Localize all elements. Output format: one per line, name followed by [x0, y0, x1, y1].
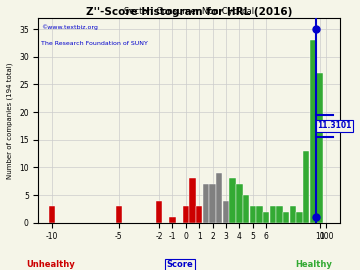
Y-axis label: Number of companies (194 total): Number of companies (194 total)	[7, 62, 13, 179]
Text: ©www.textbiz.org: ©www.textbiz.org	[41, 24, 98, 30]
Bar	[236, 184, 243, 223]
Bar	[216, 173, 222, 223]
Bar	[223, 201, 229, 223]
Text: 11.3101: 11.3101	[317, 122, 351, 130]
Text: The Research Foundation of SUNY: The Research Foundation of SUNY	[41, 40, 148, 46]
Bar	[290, 206, 296, 223]
Bar	[189, 178, 196, 223]
Bar	[196, 206, 202, 223]
Bar	[49, 206, 55, 223]
Title: Z''-Score Histogram for HRL (2016): Z''-Score Histogram for HRL (2016)	[86, 7, 292, 17]
Bar	[310, 40, 316, 223]
Bar	[303, 151, 310, 223]
Bar	[209, 184, 216, 223]
Bar	[316, 73, 323, 223]
Bar	[183, 206, 189, 223]
Bar	[270, 206, 276, 223]
Text: Healthy: Healthy	[295, 260, 332, 269]
Bar	[296, 212, 303, 223]
Text: Sector: Consumer Non-Cyclical: Sector: Consumer Non-Cyclical	[124, 7, 254, 16]
Bar	[256, 206, 263, 223]
Bar	[169, 217, 176, 223]
Bar	[156, 201, 162, 223]
Text: Score: Score	[167, 260, 193, 269]
Bar	[116, 206, 122, 223]
Text: Unhealthy: Unhealthy	[26, 260, 75, 269]
Bar	[263, 212, 269, 223]
Bar	[229, 178, 236, 223]
Bar	[243, 195, 249, 223]
Bar	[249, 206, 256, 223]
Bar	[276, 206, 283, 223]
Bar	[203, 184, 209, 223]
Bar	[283, 212, 289, 223]
